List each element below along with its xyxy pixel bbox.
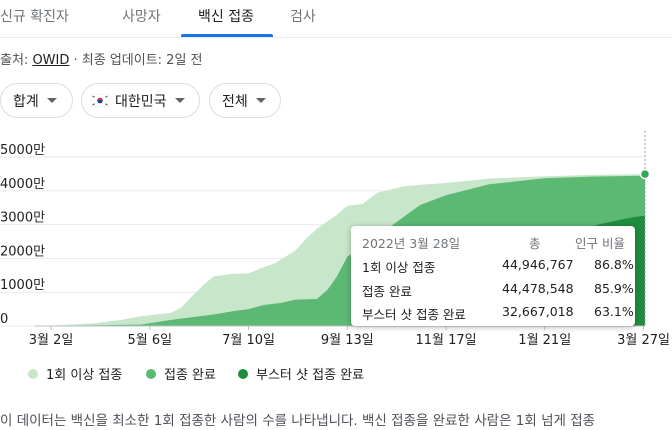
legend-item-booster[interactable]: 부스터 샷 접종 완료 <box>238 364 364 383</box>
chart-description: 이 데이터는 백신을 최소한 1회 접종한 사람의 수를 나타냅니다. 백신 접… <box>0 413 596 429</box>
tooltip-row-label: 접종 완료 <box>362 284 412 299</box>
country-dropdown[interactable]: 대한민국 <box>81 83 200 118</box>
legend-label: 접종 완료 <box>164 368 216 383</box>
legend-label: 부스터 샷 접종 완료 <box>256 368 365 383</box>
legend-swatch <box>28 368 38 379</box>
korea-flag-icon <box>91 94 109 107</box>
tooltip-row-complete: 접종 완료 44,478,548 85.9% <box>362 281 634 299</box>
highlight-point <box>639 168 651 180</box>
tooltip-row-ratio: 85.9% <box>594 281 634 296</box>
tooltip-row-label: 부스터 샷 접종 완료 <box>362 307 466 322</box>
tooltip-total-header: 총 <box>529 236 541 251</box>
y-tick-label: 2000만 <box>0 244 45 259</box>
y-tick-label: 0 <box>0 312 8 327</box>
legend-swatch <box>238 368 248 379</box>
legend-item-one-dose[interactable]: 1회 이상 접종 <box>28 364 122 383</box>
y-tick-label: 4000만 <box>0 177 45 192</box>
x-tick-label: 11월 17일 <box>415 333 476 348</box>
x-tick-label: 1월 21일 <box>518 333 571 348</box>
x-tick-label: 7월 10일 <box>222 333 275 348</box>
country-label: 대한민국 <box>115 93 167 110</box>
y-tick-label: 1000만 <box>0 278 45 293</box>
legend-swatch <box>146 368 156 379</box>
y-tick-label: 3000만 <box>0 211 45 226</box>
tooltip-row-one-dose: 1회 이상 접종 44,946,767 86.8% <box>362 257 634 275</box>
tooltip-row-total: 44,478,548 <box>502 281 574 296</box>
active-tab-indicator <box>181 34 273 37</box>
legend-label: 1회 이상 접종 <box>46 368 123 383</box>
update-text: · 최종 업데이트: 2일 전 <box>69 53 203 68</box>
chart-tooltip: 2022년 3월 28일 총 인구 비율 1회 이상 접종 44,946,767… <box>351 226 635 326</box>
scope-dropdown[interactable]: 합계 <box>0 83 73 118</box>
tab-vaccination[interactable]: 백신 접종 <box>198 9 254 25</box>
tab-bar: 신규 확진자 사망자 백신 접종 검사 <box>0 0 672 38</box>
scope-label: 합계 <box>13 93 39 110</box>
range-dropdown[interactable]: 전체 <box>209 83 281 118</box>
tooltip-row-ratio: 86.8% <box>594 257 634 272</box>
tooltip-header: 2022년 3월 28일 총 인구 비율 <box>362 233 627 251</box>
tooltip-date: 2022년 3월 28일 <box>362 236 461 251</box>
tooltip-row-total: 32,667,018 <box>502 304 574 319</box>
source-link[interactable]: OWID <box>32 53 70 68</box>
tab-tests[interactable]: 검사 <box>290 9 316 25</box>
dropdown-caret-icon <box>255 98 266 103</box>
tooltip-row-label: 1회 이상 접종 <box>362 260 436 275</box>
range-label: 전체 <box>222 93 248 110</box>
x-tick-label: 3월 2일 <box>29 333 74 348</box>
source-line: 출처: OWID · 최종 업데이트: 2일 전 <box>0 49 203 68</box>
x-tick-label: 3월 27일 <box>617 333 670 348</box>
dropdown-caret-icon <box>46 98 57 103</box>
x-tick-label: 9월 13일 <box>321 333 374 348</box>
tab-deaths[interactable]: 사망자 <box>122 9 161 25</box>
tooltip-row-booster: 부스터 샷 접종 완료 32,667,018 63.1% <box>362 304 634 322</box>
y-tick-label: 5000만 <box>0 143 45 158</box>
tooltip-ratio-header: 인구 비율 <box>575 236 625 251</box>
x-tick-label: 5월 6일 <box>128 333 173 348</box>
source-prefix: 출처: <box>0 53 33 68</box>
tooltip-row-ratio: 63.1% <box>594 304 634 319</box>
tooltip-row-total: 44,946,767 <box>502 257 574 272</box>
legend-item-complete[interactable]: 접종 완료 <box>146 364 216 383</box>
dropdown-caret-icon <box>174 98 185 103</box>
tab-new-cases[interactable]: 신규 확진자 <box>0 9 69 25</box>
